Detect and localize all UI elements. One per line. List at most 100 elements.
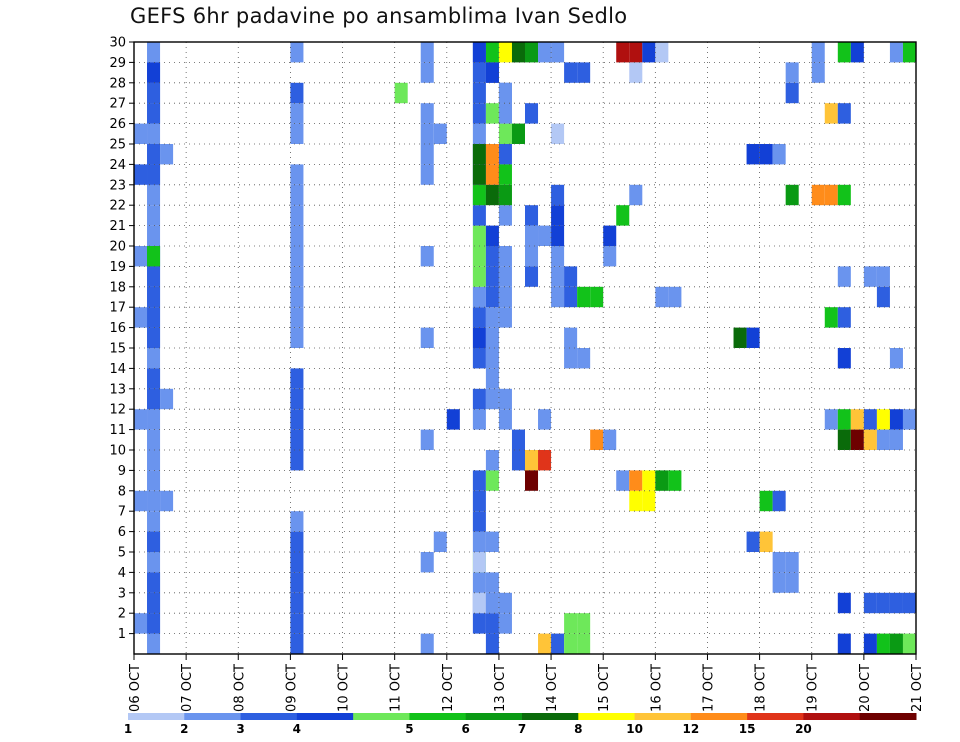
- legend-label: 12: [683, 722, 700, 736]
- heatmap-cell: [564, 327, 578, 348]
- heatmap-cell: [538, 633, 552, 654]
- y-tick-label: 27: [109, 97, 126, 112]
- heatmap-cell: [629, 42, 643, 63]
- heatmap-cell: [902, 409, 916, 430]
- heatmap-cell: [290, 307, 304, 328]
- heatmap-cell: [511, 429, 525, 450]
- y-tick-label: 20: [109, 240, 126, 255]
- y-tick-label: 29: [109, 56, 126, 71]
- heatmap-cell: [290, 429, 304, 450]
- heatmap-cell: [485, 327, 499, 348]
- legend-swatch: [184, 713, 242, 720]
- y-tick-label: 17: [109, 301, 126, 316]
- chart-title: GEFS 6hr padavine po ansamblima Ivan Sed…: [130, 4, 628, 28]
- heatmap-cell: [837, 103, 851, 124]
- heatmap-cell: [420, 164, 434, 185]
- heatmap-cell: [290, 184, 304, 206]
- heatmap-cell: [472, 62, 486, 83]
- heatmap-cell: [147, 327, 161, 348]
- heatmap-cell: [590, 286, 604, 308]
- y-tick-label: 26: [109, 117, 126, 132]
- heatmap-cell: [472, 205, 486, 226]
- heatmap-cell: [616, 42, 630, 63]
- heatmap-cell: [525, 225, 539, 246]
- x-tick-label: 21 OCT: [910, 664, 925, 712]
- x-tick-label: 14 OCT: [545, 664, 560, 712]
- heatmap-cell: [889, 592, 903, 614]
- heatmap-cell: [147, 123, 161, 144]
- heatmap-cell: [525, 470, 539, 491]
- legend-swatch: [353, 713, 410, 720]
- heatmap-cell: [902, 633, 916, 654]
- legend-swatch: [128, 713, 185, 720]
- heatmap-cell: [147, 184, 161, 206]
- heatmap-cell: [616, 205, 630, 226]
- heatmap-cell: [485, 388, 499, 410]
- heatmap-cell: [538, 450, 552, 471]
- heatmap-cell: [498, 103, 512, 124]
- heatmap-cell: [394, 82, 408, 104]
- heatmap-cell: [433, 531, 447, 552]
- heatmap-cell: [485, 246, 499, 267]
- heatmap-cell: [472, 184, 486, 206]
- y-tick-label: 11: [109, 423, 126, 438]
- heatmap-cell: [472, 388, 486, 410]
- heatmap-cell: [420, 123, 434, 144]
- heatmap-cell: [863, 409, 877, 430]
- heatmap-cell: [642, 490, 656, 512]
- heatmap-cell: [485, 144, 499, 165]
- heatmap-cell: [772, 572, 786, 593]
- heatmap-cell: [564, 348, 578, 369]
- heatmap-cell: [538, 42, 552, 63]
- heatmap-cell: [290, 613, 304, 634]
- heatmap-cell: [577, 62, 591, 83]
- heatmap-cell: [290, 633, 304, 654]
- heatmap-cell: [603, 225, 617, 246]
- legend-swatch: [409, 713, 467, 720]
- y-tick-label: 30: [109, 36, 126, 51]
- heatmap-cell: [147, 368, 161, 389]
- heatmap-cell: [629, 184, 643, 206]
- y-tick-label: 18: [109, 280, 126, 295]
- legend-swatch: [465, 713, 523, 720]
- heatmap-cell: [147, 307, 161, 328]
- heatmap-cell: [498, 82, 512, 104]
- heatmap-cell: [564, 62, 578, 83]
- heatmap-cell: [472, 409, 486, 430]
- y-tick-label: 25: [109, 138, 126, 153]
- heatmap-cell: [485, 348, 499, 369]
- heatmap-cell: [498, 42, 512, 63]
- legend-swatch: [296, 713, 354, 720]
- heatmap-cell: [551, 286, 565, 308]
- heatmap-cell: [290, 409, 304, 430]
- heatmap-cell: [147, 531, 161, 552]
- heatmap-cell: [551, 184, 565, 206]
- heatmap-cell: [655, 286, 669, 308]
- heatmap-cell: [863, 429, 877, 450]
- legend-label: 6: [462, 722, 470, 736]
- heatmap-cell: [485, 633, 499, 654]
- heatmap-cell: [147, 42, 161, 63]
- legend-label: 5: [405, 722, 413, 736]
- x-tick-label: 12 OCT: [441, 664, 456, 712]
- heatmap-cell: [472, 225, 486, 246]
- heatmap-cell: [420, 552, 434, 573]
- heatmap-cell: [889, 409, 903, 430]
- heatmap-cell: [564, 286, 578, 308]
- x-tick-label: 17 OCT: [701, 664, 716, 712]
- y-tick-label: 9: [118, 464, 126, 479]
- heatmap-cell: [147, 348, 161, 369]
- heatmap-cell: [134, 409, 148, 430]
- y-tick-label: 15: [109, 342, 126, 357]
- legend-label: 10: [626, 722, 643, 736]
- heatmap-cell: [134, 164, 148, 185]
- x-tick-label: 09 OCT: [284, 664, 299, 712]
- heatmap-cell: [785, 82, 799, 104]
- heatmap-cell: [525, 103, 539, 124]
- heatmap-cell: [876, 266, 890, 287]
- y-tick-label: 22: [109, 199, 126, 214]
- heatmap-cell: [642, 42, 656, 63]
- heatmap-cell: [147, 103, 161, 124]
- legend-swatch: [578, 713, 636, 720]
- legend-swatch: [690, 713, 748, 720]
